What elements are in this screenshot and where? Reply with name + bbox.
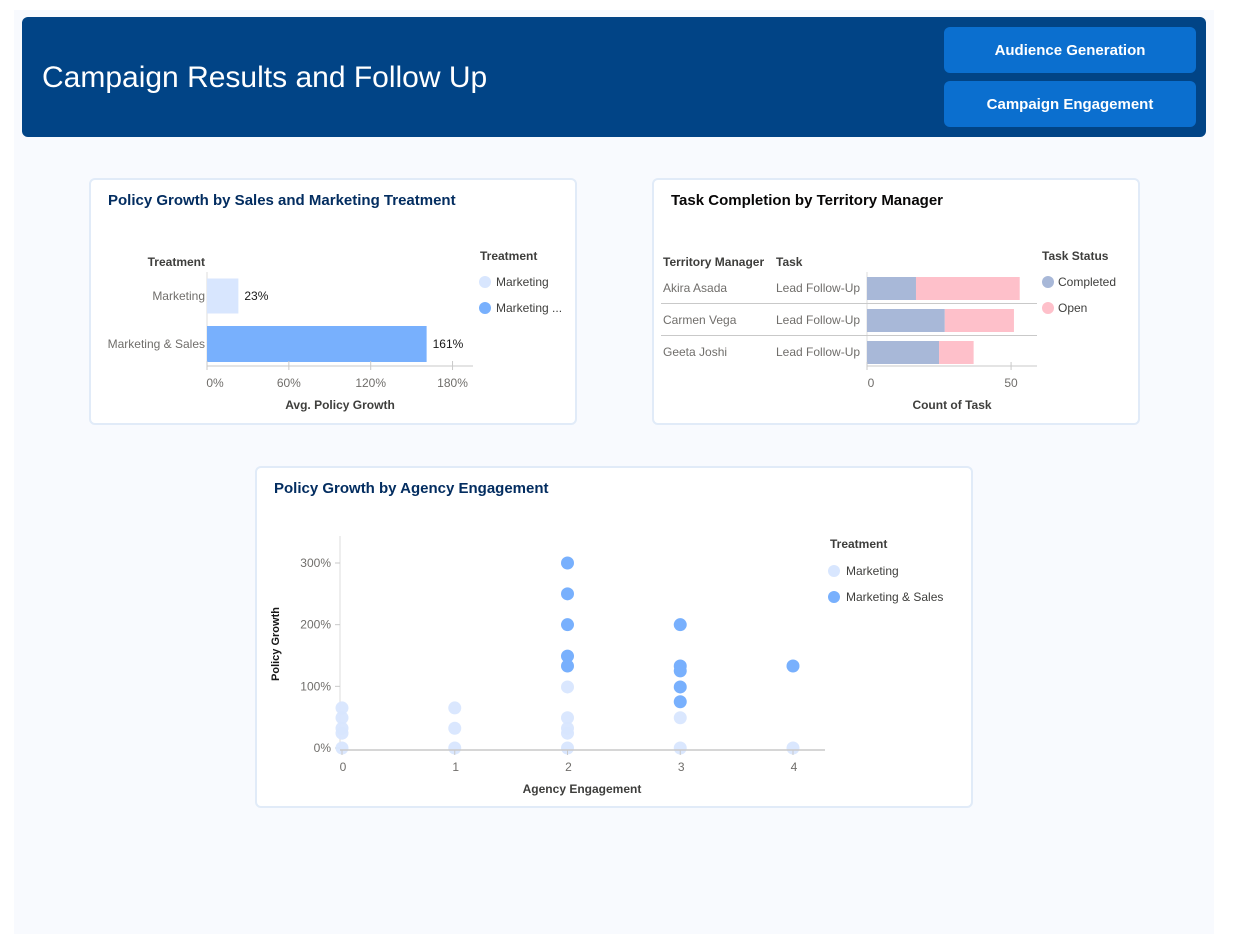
scatter-point [673,711,687,725]
bar-open [944,309,1014,332]
scatter-point [673,680,687,694]
scatter-point [673,741,687,755]
x-axis-title: Avg. Policy Growth [285,398,395,412]
bar-marketing [207,278,239,314]
x-tick-label: 2 [565,760,572,774]
scatter-point [335,721,349,735]
x-axis-title: Agency Engagement [523,782,642,796]
x-tick-label: 180% [437,376,468,390]
legend-title: Task Status [1042,249,1109,263]
y-tick-label: 200% [300,618,331,632]
manager-name: Geeta Joshi [663,345,727,359]
bar-open [939,341,974,364]
card-title: Policy Growth by Sales and Marketing Tre… [108,192,456,209]
page-title: Campaign Results and Follow Up [42,61,488,94]
manager-name: Akira Asada [663,281,727,295]
scatter-point [335,711,349,725]
x-axis-title: Count of Task [912,398,991,412]
bar-open [915,277,1020,300]
legend-entry: Completed [1058,275,1116,289]
column-header-task: Task [776,255,803,269]
task-completion-chart: Territory Manager Task Akira Asada Lead Fol… [661,249,1116,412]
scatter-point [561,649,574,663]
x-tick-label: 3 [678,760,685,774]
manager-name: Carmen Vega [663,313,737,327]
scatter-point [786,741,800,755]
x-tick-label: 60% [277,376,301,390]
scatter-point [561,711,574,725]
scatter-point [561,618,574,632]
legend-entry: Marketing [846,564,899,578]
scatter-point [448,701,462,715]
x-tick-label: 0 [868,376,875,390]
engagement-scatter-chart: 0% 100% 200% 300% Policy Growth 0 1 2 3 4 Agency E… [270,536,943,796]
category-label: Marketing & Sales [108,337,205,351]
legend-swatch-icon [1042,302,1054,314]
legend-entry: Open [1058,301,1087,315]
campaign-engagement-button[interactable]: Campaign Engagement [944,81,1196,127]
y-axis-title: Policy Growth [270,607,282,681]
x-tick-label: 0% [206,376,224,390]
x-tick-label: 0 [340,760,347,774]
scatter-point [561,587,574,601]
scatter-point [561,680,574,694]
legend-entry: Marketing [496,275,549,289]
x-tick-label: 4 [791,760,798,774]
y-tick-label: 300% [300,556,331,570]
dashboard-header: Campaign Results and Follow Up Audience … [22,17,1206,137]
scatter-point [673,695,687,709]
card-title: Task Completion by Territory Manager [671,192,943,209]
legend-title: Treatment [830,537,887,551]
value-label: 161% [433,337,464,351]
scatter-point [561,556,574,570]
scatter-point [448,741,462,755]
column-header-territory-manager: Territory Manager [663,255,764,269]
card-title: Policy Growth by Agency Engagement [274,480,549,497]
policy-growth-treatment-card: Policy Growth by Sales and Marketing Tre… [89,178,577,425]
task-completion-card: Task Completion by Territory Manager Ter… [652,178,1140,425]
y-tick-label: 0% [314,741,332,755]
scatter-point [786,659,800,673]
bar-completed [867,309,945,332]
legend-title: Treatment [480,249,537,263]
bar-completed [867,341,940,364]
legend-swatch-icon [828,591,840,603]
legend-swatch-icon [479,276,491,288]
scatter-point [561,721,574,735]
scatter-point [673,659,687,673]
task-name: Lead Follow-Up [776,313,860,327]
bar-marketing-sales [207,326,427,362]
scatter-point [561,659,574,673]
task-name: Lead Follow-Up [776,345,860,359]
category-label: Marketing [152,289,205,303]
agency-engagement-card: Policy Growth by Agency Engagement 0% 100… [255,466,973,808]
x-tick-label: 50 [1004,376,1018,390]
legend-swatch-icon [479,302,491,314]
scatter-point [448,721,462,735]
value-label: 23% [244,289,268,303]
bar-completed [867,277,916,300]
y-axis-title: Treatment [148,255,205,269]
legend-entry: Marketing & Sales [846,590,943,604]
y-tick-label: 100% [300,679,331,693]
task-name: Lead Follow-Up [776,281,860,295]
scatter-point [335,701,349,715]
scatter-point [335,741,349,755]
legend-swatch-icon [828,565,840,577]
legend-entry: Marketing ... [496,301,562,315]
x-tick-label: 120% [355,376,386,390]
scatter-point [561,741,574,755]
legend-swatch-icon [1042,276,1054,288]
audience-generation-button[interactable]: Audience Generation [944,27,1196,73]
treatment-bar-chart: Treatment Marketing 23% Marketing & Sales 16… [108,249,562,412]
scatter-point [673,618,687,632]
x-tick-label: 1 [452,760,459,774]
